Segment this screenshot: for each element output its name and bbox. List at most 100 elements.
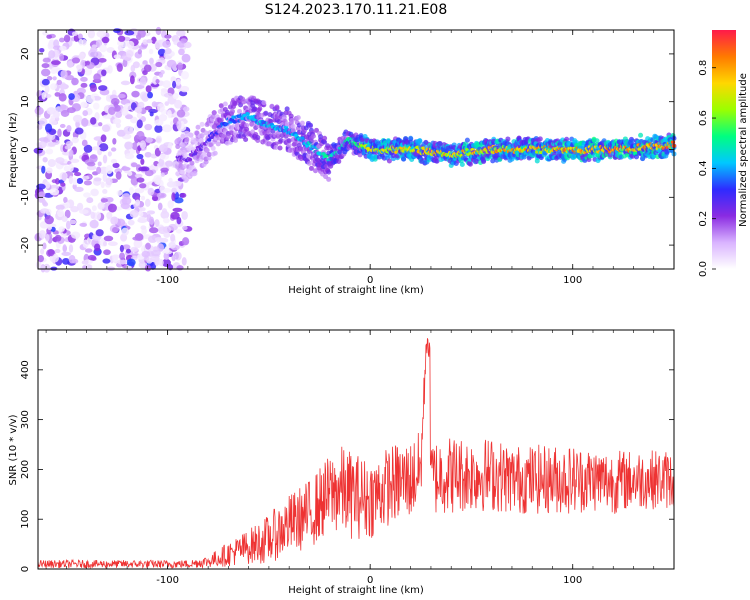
spectrogram-cell (161, 258, 171, 267)
spectrogram-cell (178, 48, 185, 56)
spectrogram-y-tick-label: 20 (20, 48, 31, 61)
spectrogram-cell (112, 137, 117, 145)
spectrogram-cell (66, 160, 72, 165)
spectrogram-cell (147, 91, 153, 99)
snr-panel: -100 0 100 0 100 200 300 400 Height of straight… (8, 329, 675, 596)
spectrogram-cell (162, 124, 173, 133)
spectrogram-cell (162, 226, 172, 233)
spectrogram-cell (167, 109, 172, 119)
spectrogram-cell (146, 210, 156, 215)
spectrogram-cell (116, 190, 123, 196)
spectrogram-cell (47, 142, 56, 147)
spectrogram-cell (151, 249, 161, 257)
spectrogram-cell (59, 45, 67, 51)
spectrogram-cell (38, 191, 46, 198)
spectrogram-cell (257, 106, 263, 112)
spectrogram-cell (160, 172, 165, 177)
spectrogram-y-tick-label: -20 (20, 237, 31, 253)
spectrogram-cell (60, 69, 68, 79)
spectrogram-cell (242, 113, 247, 118)
spectrogram-cell (112, 118, 122, 125)
spectrogram-cell (100, 181, 105, 189)
spectrogram-cell (128, 186, 134, 195)
spectrogram-cell (107, 241, 118, 247)
spectrogram-cell (155, 135, 162, 144)
spectrogram-cell (164, 101, 169, 106)
spectrogram-cell (144, 169, 154, 177)
spectrogram-cell (357, 152, 363, 158)
spectrogram-cell (670, 140, 676, 144)
spectrogram-cell (179, 192, 187, 198)
spectrogram-cell (42, 57, 51, 63)
spectrogram-cell (295, 115, 301, 121)
spectrogram-cell (175, 229, 183, 234)
spectrogram-cell (96, 30, 107, 38)
spectrogram-cell (39, 196, 46, 203)
spectrogram-cell (42, 157, 48, 163)
spectrogram-cell (42, 31, 49, 36)
spectrogram-cell (106, 211, 113, 219)
spectrogram-cell (65, 220, 71, 230)
spectrogram-cell (37, 254, 45, 263)
spectrogram-cell (124, 141, 133, 150)
spectrogram-cell (149, 216, 155, 226)
spectrogram-cell (163, 92, 173, 98)
spectrogram-cell (127, 219, 135, 226)
spectrogram-cell (60, 109, 70, 117)
spectrogram-cell (203, 130, 209, 136)
spectrogram-cell (110, 147, 117, 152)
spectrogram-cell (83, 180, 92, 186)
spectrogram-cell (164, 47, 172, 55)
spectrogram-cell (72, 114, 83, 123)
spectrogram-cell (158, 72, 164, 78)
spectrogram-cell (120, 80, 131, 86)
snr-frame (37, 329, 675, 570)
spectrogram-cell (117, 259, 128, 265)
spectrogram-cell (638, 132, 644, 138)
spectrogram-cell (183, 153, 189, 159)
spectrogram-cell (273, 141, 279, 147)
spectrogram-cell (232, 101, 238, 107)
colorbar-tick-label: 0.2 (698, 211, 709, 227)
spectrogram-cell (244, 122, 250, 128)
spectrogram-cell (386, 158, 392, 164)
spectrogram-cell (175, 78, 181, 86)
spectrogram-cell (53, 39, 60, 48)
spectrogram-cell (95, 229, 104, 237)
spectrogram-x-tick-label: -100 (156, 275, 179, 286)
spectrogram-cell (41, 63, 50, 69)
spectrogram-cell (107, 151, 112, 157)
spectrogram-cell (129, 209, 139, 218)
spectrogram-cell (47, 159, 56, 168)
spectrogram-cell (91, 44, 98, 49)
spectrogram-cells (33, 26, 677, 273)
spectrogram-cell (138, 216, 146, 223)
spectrogram-cell (170, 233, 176, 242)
spectrogram-cell (58, 93, 67, 102)
spectrogram-cell (36, 183, 46, 190)
spectrogram-cell (182, 225, 188, 231)
spectrogram-cell (117, 35, 126, 42)
spectrogram-cell (289, 117, 295, 123)
spectrogram-cell (85, 94, 96, 104)
spectrogram-cell (276, 119, 282, 125)
spectrogram-cell (154, 40, 161, 50)
spectrogram-cell (170, 76, 177, 83)
spectrogram-cell (38, 137, 49, 142)
spectrogram-cell (38, 117, 48, 127)
spectrogram-cell (60, 182, 66, 187)
spectrogram-cell (84, 248, 93, 253)
spectrogram-cell (266, 129, 272, 135)
spectrogram-cell (80, 82, 88, 88)
spectrogram-cell (78, 209, 89, 215)
spectrogram-cell (162, 40, 171, 48)
spectrogram-cell (76, 87, 87, 95)
spectrogram-cell (138, 211, 144, 217)
spectrogram-cell (145, 137, 153, 143)
spectrogram-cell (158, 259, 164, 267)
spectrogram-cell (61, 251, 71, 256)
spectrogram-cell (184, 136, 190, 142)
snr-x-tick-label: 0 (367, 575, 373, 586)
spectrogram-cell (64, 201, 70, 209)
spectrogram-cell (53, 45, 60, 51)
